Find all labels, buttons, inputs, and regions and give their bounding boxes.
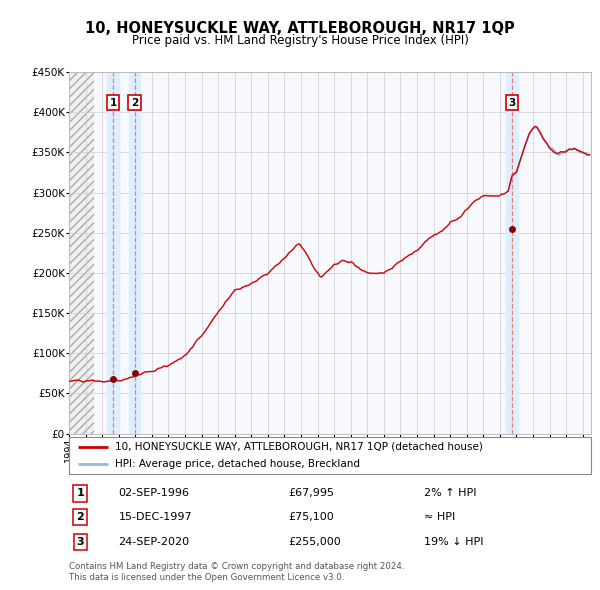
Text: 3: 3	[77, 537, 84, 547]
Text: HPI: Average price, detached house, Breckland: HPI: Average price, detached house, Brec…	[115, 459, 360, 468]
Bar	[506, 72, 518, 434]
Text: 15-DEC-1997: 15-DEC-1997	[119, 512, 192, 522]
Text: 10, HONEYSUCKLE WAY, ATTLEBOROUGH, NR17 1QP (detached house): 10, HONEYSUCKLE WAY, ATTLEBOROUGH, NR17 …	[115, 442, 483, 451]
Text: 24-SEP-2020: 24-SEP-2020	[119, 537, 190, 547]
Text: £75,100: £75,100	[288, 512, 334, 522]
Text: £255,000: £255,000	[288, 537, 341, 547]
Text: 1: 1	[110, 98, 117, 108]
Text: This data is licensed under the Open Government Licence v3.0.: This data is licensed under the Open Gov…	[69, 573, 344, 582]
Text: 10, HONEYSUCKLE WAY, ATTLEBOROUGH, NR17 1QP: 10, HONEYSUCKLE WAY, ATTLEBOROUGH, NR17 …	[85, 21, 515, 35]
Text: Price paid vs. HM Land Registry's House Price Index (HPI): Price paid vs. HM Land Registry's House …	[131, 34, 469, 47]
Text: ≈ HPI: ≈ HPI	[424, 512, 455, 522]
Text: 19% ↓ HPI: 19% ↓ HPI	[424, 537, 484, 547]
Bar	[69, 72, 94, 434]
Text: 2: 2	[77, 512, 85, 522]
Text: 1: 1	[77, 489, 85, 499]
Bar	[129, 72, 140, 434]
Bar	[107, 72, 119, 434]
Text: £67,995: £67,995	[288, 489, 334, 499]
Text: 2% ↑ HPI: 2% ↑ HPI	[424, 489, 476, 499]
Text: Contains HM Land Registry data © Crown copyright and database right 2024.: Contains HM Land Registry data © Crown c…	[69, 562, 404, 571]
Text: 02-SEP-1996: 02-SEP-1996	[119, 489, 190, 499]
Text: 2: 2	[131, 98, 138, 108]
Text: 3: 3	[508, 98, 515, 108]
FancyBboxPatch shape	[69, 437, 591, 474]
